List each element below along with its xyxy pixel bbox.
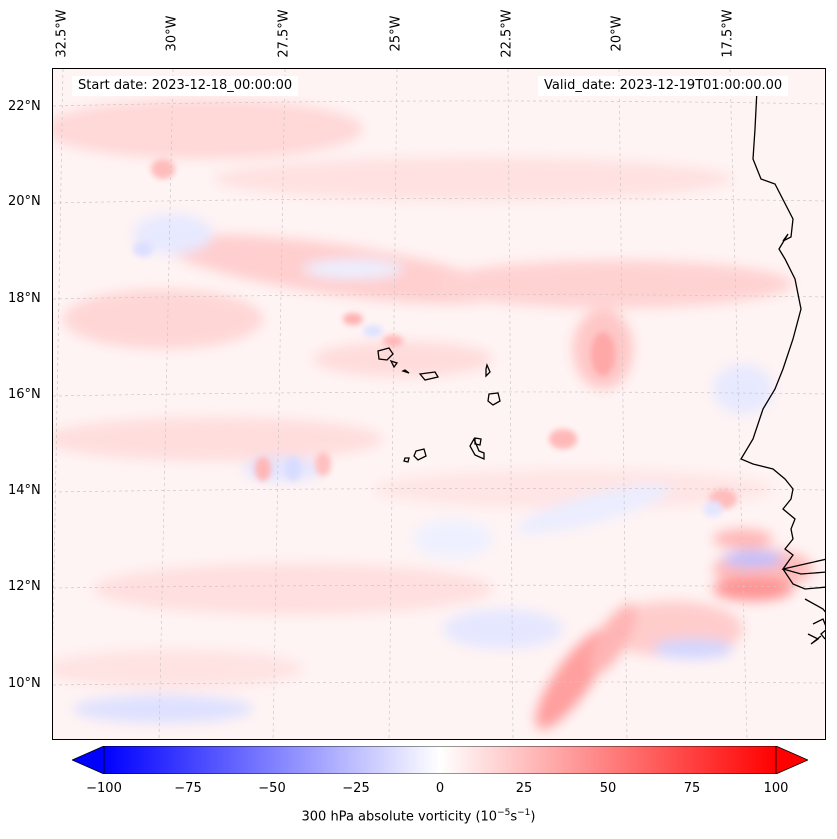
colorbar-tick-neg25: −25 xyxy=(342,781,370,796)
lat-label-18n: 18°N xyxy=(8,291,41,306)
lon-label-30w: 30°W xyxy=(164,15,180,52)
colorbar-extend-min xyxy=(72,746,105,774)
colorbar-gradient xyxy=(103,746,777,774)
coastline xyxy=(740,88,825,645)
lat-label-16n: 16°N xyxy=(8,387,41,402)
colorbar-tick-0: 0 xyxy=(435,781,445,796)
vorticity-map xyxy=(52,68,826,740)
colorbar-tick-neg75: −75 xyxy=(174,781,202,796)
colorbar-tick-75: 75 xyxy=(683,781,701,796)
cape-verde-islands xyxy=(377,347,501,463)
colorbar-label-main: 300 hPa absolute vorticity (10 xyxy=(301,809,498,825)
colorbar-label-exp2: −1 xyxy=(517,808,531,818)
lat-label-22n: 22°N xyxy=(8,99,41,114)
lon-label-17-5w: 17.5°W xyxy=(720,9,736,58)
vorticity-field xyxy=(53,99,813,730)
colorbar-tick-100: 100 xyxy=(763,781,789,796)
lat-label-14n: 14°N xyxy=(8,483,41,498)
colorbar-tick-25: 25 xyxy=(515,781,533,796)
lat-label-20n: 20°N xyxy=(8,194,41,209)
lon-label-22-5w: 22.5°W xyxy=(499,9,515,58)
vorticity-field-svg xyxy=(53,69,825,739)
colorbar-label: 300 hPa absolute vorticity (10−5s−1) xyxy=(0,808,837,824)
start-date-label: Start date: 2023-12-18_00:00:00 xyxy=(72,76,299,96)
colorbar-label-unit: s xyxy=(510,809,518,825)
lon-label-32-5w: 32.5°W xyxy=(54,9,70,58)
colorbar-tick-50: 50 xyxy=(599,781,617,796)
colorbar xyxy=(72,746,808,774)
lon-label-25w: 25°W xyxy=(388,15,404,52)
lat-label-12n: 12°N xyxy=(8,579,41,594)
lon-label-27-5w: 27.5°W xyxy=(276,9,292,58)
colorbar-label-exp1: −5 xyxy=(497,808,511,818)
colorbar-extend-max xyxy=(775,746,808,774)
colorbar-tick-neg100: −100 xyxy=(86,781,122,796)
colorbar-label-close: ) xyxy=(530,809,536,825)
lat-label-10n: 10°N xyxy=(8,676,41,691)
colorbar-tick-neg50: −50 xyxy=(258,781,286,796)
graticule xyxy=(53,69,825,739)
lon-label-20w: 20°W xyxy=(609,15,625,52)
valid-date-label: Valid_date: 2023-12-19T01:00:00.00 xyxy=(538,76,789,96)
